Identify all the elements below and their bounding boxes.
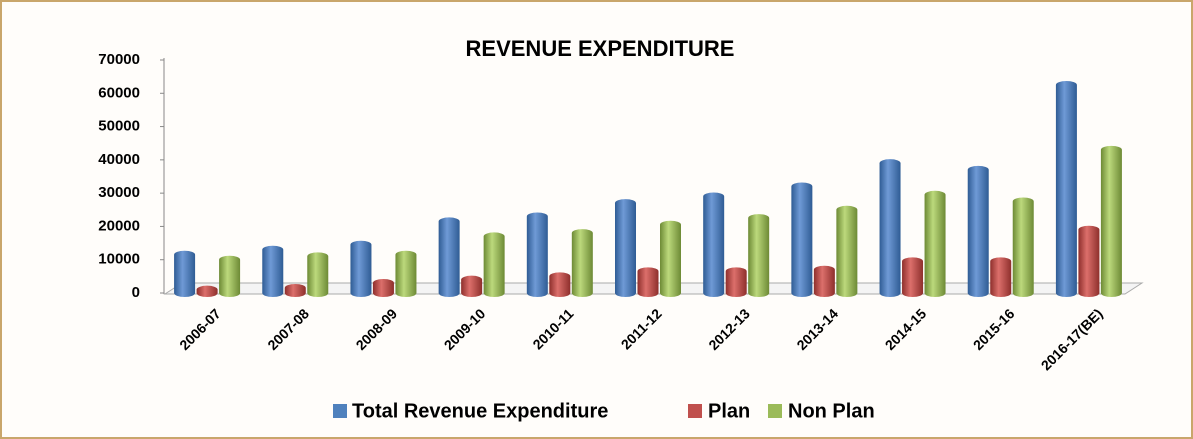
legend: Total Revenue Expenditure Plan Non Plan [333, 400, 875, 422]
y-tick-label: 0 [132, 284, 140, 301]
legend-label: Non Plan [788, 400, 875, 422]
bar [549, 272, 571, 297]
bar [660, 220, 681, 297]
y-tick-label: 50000 [98, 118, 140, 135]
bar [637, 267, 659, 297]
y-tick-label: 60000 [98, 84, 140, 101]
bar [879, 159, 901, 297]
bar [350, 240, 372, 297]
bar [307, 252, 329, 297]
bar [526, 212, 548, 297]
bar [703, 192, 725, 297]
bar [262, 245, 284, 297]
bar [836, 205, 858, 297]
bar [615, 199, 636, 297]
bar [748, 214, 770, 297]
bar [174, 250, 196, 297]
y-tick-label: 70000 [98, 51, 140, 68]
bar [967, 165, 989, 297]
bar [725, 267, 747, 297]
bar [284, 284, 306, 297]
y-tick-label: 10000 [98, 251, 140, 268]
bar [571, 229, 593, 297]
legend-label: Total Revenue Expenditure [352, 400, 608, 422]
bar [990, 257, 1012, 297]
bar [461, 275, 483, 297]
bar [1012, 197, 1034, 297]
bar [1078, 225, 1100, 297]
bar [813, 265, 835, 297]
bar [483, 232, 505, 297]
legend-swatch [333, 404, 347, 418]
bar [902, 257, 924, 297]
chart-title: REVENUE EXPENDITURE [466, 36, 735, 61]
bar [1100, 145, 1122, 297]
bar [1055, 80, 1077, 297]
bar [372, 279, 394, 297]
y-tick-label: 40000 [98, 151, 140, 168]
legend-swatch [768, 404, 782, 418]
bar [219, 255, 241, 297]
legend-swatch [688, 404, 702, 418]
bar [438, 217, 460, 297]
legend-label: Plan [708, 400, 750, 422]
bar [196, 285, 218, 297]
bar [791, 182, 813, 297]
bar [924, 190, 946, 297]
y-tick-label: 30000 [98, 184, 140, 201]
y-tick-label: 20000 [98, 217, 140, 234]
bar [395, 250, 417, 297]
